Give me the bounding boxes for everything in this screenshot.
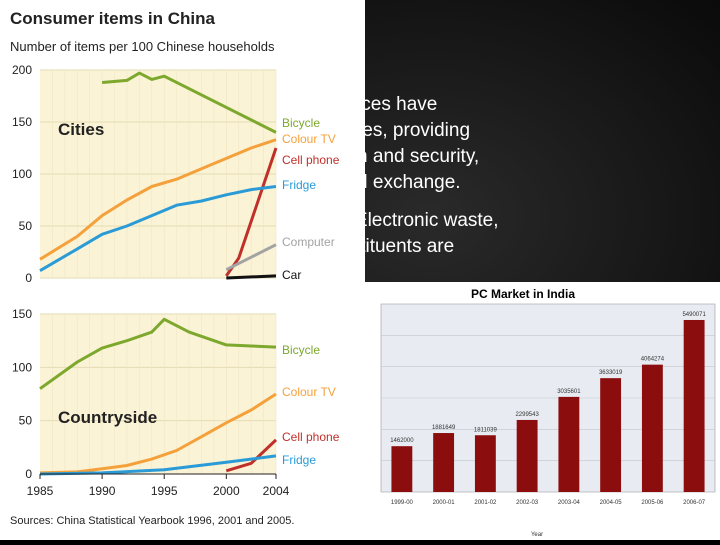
india-chart-title: PC Market in India — [471, 287, 575, 301]
chart-title: Consumer items in China — [10, 9, 216, 28]
india-bar-2000-01 — [433, 433, 455, 492]
series-label-fridge: Fridge — [282, 178, 316, 192]
panel-label-cities: Cities — [58, 120, 104, 139]
india-x-tick-label: 2002-03 — [516, 500, 539, 506]
series-label-cell-phone: Cell phone — [282, 430, 340, 444]
x-tick-label: 2000 — [213, 484, 240, 498]
india-bar-2002-03 — [516, 419, 538, 492]
y-tick-label: 200 — [12, 63, 32, 77]
series-label-colour-tv: Colour TV — [282, 132, 336, 146]
series-line-computer — [225, 243, 277, 272]
india-bar-2004-05 — [600, 378, 622, 492]
india-x-tick-label: 2006-07 — [683, 500, 706, 506]
series-line-fridge — [39, 185, 277, 272]
india-bar-value-label: 1881649 — [432, 425, 456, 431]
india-bar-2003-04 — [558, 396, 580, 492]
india-bar-value-label: 3633019 — [599, 370, 623, 376]
india-bar-value-label: 2299543 — [515, 412, 539, 418]
series-label-colour-tv: Colour TV — [282, 385, 336, 399]
india-chart-svg: PC Market in India Year 1462000 1999-00 18… — [380, 287, 716, 538]
india-bar-2006-07 — [683, 319, 705, 492]
india-bar-2005-06 — [641, 364, 663, 492]
series-label-computer: Computer — [282, 235, 335, 249]
y-tick-label: 50 — [19, 414, 33, 428]
panel-label-countryside: Countryside — [58, 408, 157, 427]
series-line-colour-tv — [39, 392, 277, 475]
series-line-cell-phone — [225, 438, 278, 473]
y-tick-label: 0 — [25, 271, 32, 285]
chart-source: Sources: China Statistical Yearbook 1996… — [10, 515, 294, 527]
india-bar-value-label: 1811039 — [474, 427, 498, 433]
series-line-cell-phone — [225, 147, 278, 277]
x-tick-label: 2004 — [263, 484, 290, 498]
plot-background — [40, 314, 276, 474]
series-label-cell-phone: Cell phone — [282, 153, 340, 167]
chart-subtitle: Number of items per 100 Chinese househol… — [10, 39, 275, 54]
india-bar-value-label: 1462000 — [390, 438, 414, 444]
india-x-tick-label: 1999-00 — [391, 500, 414, 506]
india-x-tick-label: 2003-04 — [558, 500, 581, 506]
china-plot-area: 0 50 100 150 200 Cities Bicycle Colour TV Cell p… — [12, 63, 340, 498]
y-tick-label: 100 — [12, 167, 32, 181]
series-line-car — [226, 274, 277, 280]
india-bar-1999-00 — [391, 446, 413, 492]
series-line-colour-tv — [39, 138, 277, 261]
india-plot-area: 1462000 1999-00 1881649 2000-01 1811039 2001-… — [380, 303, 716, 506]
india-bar-value-label: 3035601 — [557, 389, 581, 395]
india-x-tick-label: 2000-01 — [433, 500, 456, 506]
india-bar-value-label: 5490071 — [682, 312, 706, 318]
series-line-bicycle — [101, 71, 277, 134]
y-tick-label: 0 — [25, 467, 32, 481]
china-consumer-items-chart: Consumer items in China Number of items … — [0, 0, 365, 540]
india-pc-market-chart: PC Market in India Year 1462000 1999-00 18… — [365, 282, 720, 540]
series-line-fridge — [39, 454, 277, 476]
x-tick-label: 1990 — [89, 484, 116, 498]
china-chart-svg: Consumer items in China Number of items … — [10, 9, 340, 527]
series-label-fridge: Fridge — [282, 453, 316, 467]
y-tick-label: 50 — [19, 219, 33, 233]
india-bar-value-label: 4064274 — [641, 357, 665, 363]
india-x-tick-label: 2004-05 — [600, 500, 623, 506]
series-label-car: Car — [282, 268, 301, 282]
y-tick-label: 150 — [12, 307, 32, 321]
y-tick-label: 150 — [12, 115, 32, 129]
series-label-bicycle: Bicycle — [282, 116, 320, 130]
x-tick-label: 1985 — [27, 484, 54, 498]
series-line-bicycle — [39, 317, 277, 390]
series-label-bicycle: Bicycle — [282, 343, 320, 357]
india-xlabel: Year — [531, 532, 543, 538]
india-x-tick-label: 2005-06 — [641, 500, 664, 506]
x-tick-label: 1995 — [151, 484, 178, 498]
india-x-tick-label: 2001-02 — [474, 500, 497, 506]
y-tick-label: 100 — [12, 360, 32, 374]
india-bar-2001-02 — [474, 435, 496, 492]
